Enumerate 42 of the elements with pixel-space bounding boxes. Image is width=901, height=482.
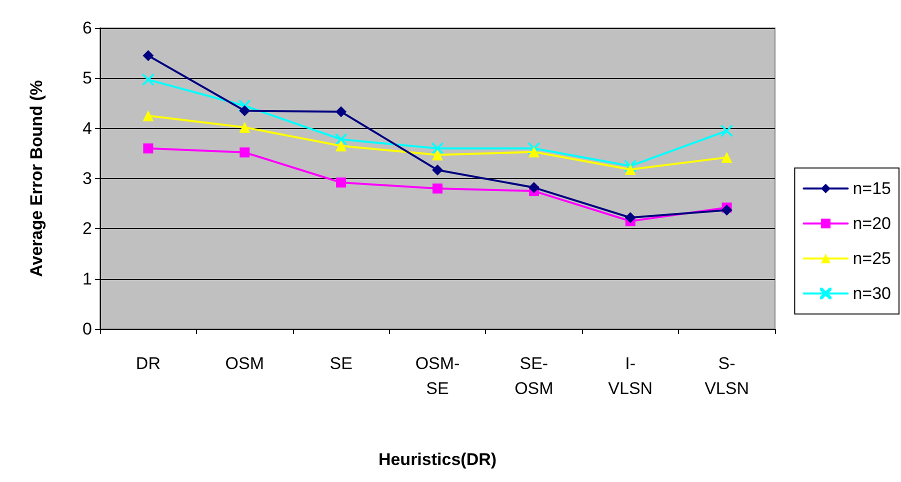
point <box>721 204 732 216</box>
point <box>142 50 154 62</box>
point <box>624 212 636 224</box>
point <box>239 122 250 133</box>
point <box>143 143 154 154</box>
x-tick-label: OSM <box>225 354 264 373</box>
legend-label: n=25 <box>852 249 892 268</box>
point <box>432 149 443 160</box>
point <box>432 164 443 176</box>
y-tick-label: 4 <box>82 118 92 138</box>
x-tick-label: SE <box>330 354 352 373</box>
x-tick-label: S-VLSN <box>704 354 749 398</box>
x-tick-label: SE-OSM <box>514 354 554 398</box>
x-tick-label: DR <box>136 354 160 373</box>
point <box>142 110 154 122</box>
legend-label: n=20 <box>852 214 892 233</box>
point <box>721 125 733 137</box>
x-tick-label: OSM-SE <box>415 354 460 398</box>
y-tick-label: 6 <box>82 18 92 38</box>
y-tick-label: 2 <box>82 219 92 238</box>
y-tick-label: 1 <box>82 269 92 288</box>
point <box>528 146 540 158</box>
y-tick-label: 0 <box>82 320 92 338</box>
legend-label: n=15 <box>852 179 892 198</box>
point <box>336 140 347 152</box>
point <box>336 106 347 118</box>
point <box>624 164 636 175</box>
point <box>239 105 250 116</box>
y-axis-title: Average Error Bound (% <box>27 80 46 277</box>
y-tick-label: 3 <box>82 169 92 188</box>
legend-label: n=30 <box>852 284 892 303</box>
x-tick-label: I-VLSN <box>608 354 653 398</box>
point <box>335 134 347 146</box>
x-axis-title: Heuristics(DR) <box>378 450 497 469</box>
point <box>528 182 540 194</box>
point <box>336 178 346 188</box>
point <box>432 184 442 194</box>
point <box>142 74 154 86</box>
point <box>240 147 250 158</box>
point <box>432 142 444 154</box>
y-tick-label: 5 <box>82 68 92 88</box>
point <box>721 152 732 163</box>
